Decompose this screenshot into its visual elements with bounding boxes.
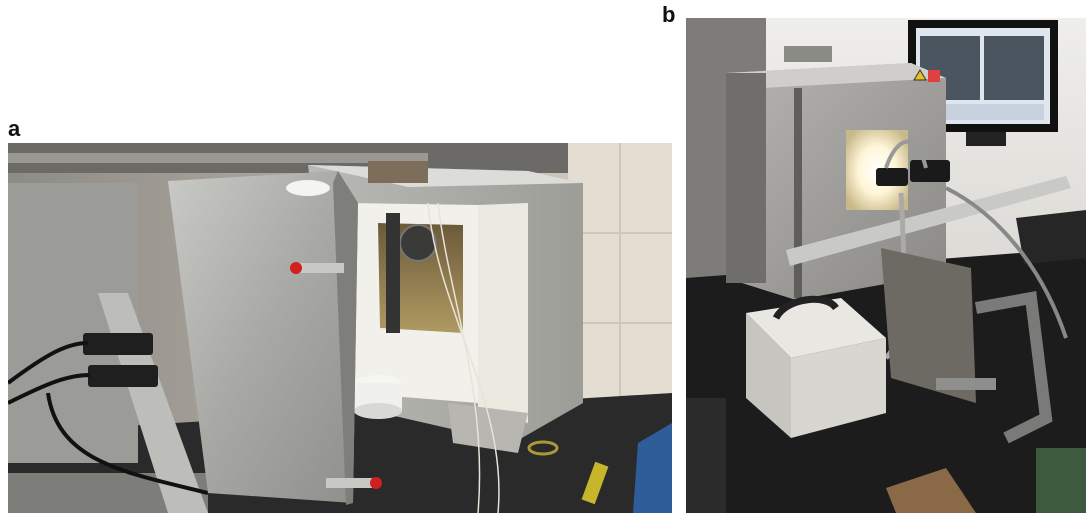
- photo-b: [686, 18, 1086, 513]
- photo-a: [8, 143, 672, 513]
- panel-label-b: b: [662, 2, 676, 27]
- panel-label-a: a: [8, 116, 21, 141]
- photo-a-illustration: [8, 143, 672, 513]
- photo-b-illustration: [686, 18, 1086, 513]
